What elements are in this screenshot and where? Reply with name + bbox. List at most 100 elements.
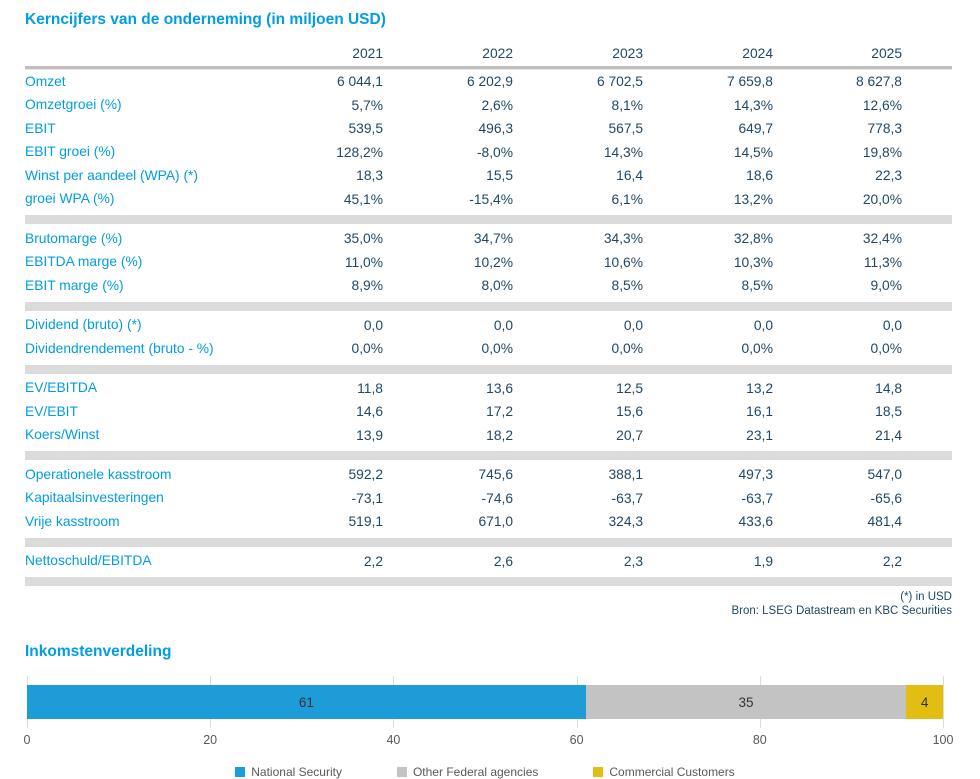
cell-value: 2,2 bbox=[882, 553, 902, 569]
cell-value: 433,6 bbox=[738, 514, 773, 530]
row-label: EBITDA marge (%) bbox=[25, 254, 143, 270]
table-row: Kapitaalsinvesteringen -73,1 -74,6 -63,7 -63… bbox=[25, 487, 952, 511]
table-row: Koers/Winst 13,9 18,2 20,7 23,1 21,4 bbox=[25, 424, 952, 448]
year-header: 2021 bbox=[352, 45, 383, 61]
axis-tick-label: 0 bbox=[23, 733, 31, 747]
cell-value: 8,9% bbox=[351, 278, 383, 294]
cell-value: 649,7 bbox=[738, 121, 773, 137]
segment-label: 4 bbox=[920, 694, 929, 710]
cell-value: 0,0 bbox=[363, 317, 383, 333]
bar-segment: 4 bbox=[906, 685, 943, 719]
cell-value: 8,5% bbox=[611, 278, 643, 294]
section-separator bbox=[25, 577, 952, 586]
cell-value: 10,2% bbox=[473, 254, 513, 270]
row-label: EV/EBITDA bbox=[25, 380, 98, 396]
cell-value: 12,6% bbox=[862, 97, 902, 113]
cell-value: 592,2 bbox=[348, 467, 383, 483]
table-row: EV/EBIT 14,6 17,2 15,6 16,1 18,5 bbox=[25, 400, 952, 424]
stacked-bar: 61 35 4 bbox=[27, 685, 943, 719]
year-header: 2022 bbox=[482, 45, 513, 61]
table-row: EBIT 539,5 496,3 567,5 649,7 778,3 bbox=[25, 117, 952, 141]
cell-value: 14,3% bbox=[603, 144, 643, 160]
row-label: Kapitaalsinvesteringen bbox=[25, 490, 164, 506]
table-row: Dividend (bruto) (*) 0,0 0,0 0,0 0,0 0,0 bbox=[25, 314, 952, 338]
cell-value: 18,6 bbox=[746, 168, 773, 184]
legend-marker-icon bbox=[235, 767, 246, 777]
cell-value: 14,5% bbox=[733, 144, 773, 160]
cell-value: 21,4 bbox=[875, 427, 902, 443]
cell-value: 2,6 bbox=[493, 553, 513, 569]
row-label: Operationele kasstroom bbox=[25, 466, 172, 482]
table-footnotes: (*) in USD Bron: LSEG Datastream en KBC … bbox=[25, 591, 952, 618]
table-row: groei WPA (%) 45,1% -15,4% 6,1% 13,2% 20,0% bbox=[25, 188, 952, 212]
income-distribution-chart: Inkomstenverdeling 61 35 4 0 20 40 60 80 100 Na… bbox=[23, 642, 980, 779]
cell-value: 20,0% bbox=[862, 191, 902, 207]
cell-value: 5,7% bbox=[351, 97, 383, 113]
table-row: Operationele kasstroom 592,2 745,6 388,1 497… bbox=[25, 463, 952, 487]
cell-value: 547,0 bbox=[867, 467, 902, 483]
cell-value: 745,6 bbox=[478, 467, 513, 483]
section-separator bbox=[25, 364, 952, 374]
cell-value: 13,6 bbox=[486, 380, 513, 396]
table-row: Brutomarge (%) 35,0% 34,7% 34,3% 32,8% 32,4% bbox=[25, 227, 952, 251]
cell-value: 0,0 bbox=[493, 317, 513, 333]
cell-value: 6,1% bbox=[611, 191, 643, 207]
header-rule bbox=[25, 66, 952, 70]
row-label: Vrije kasstroom bbox=[25, 513, 120, 529]
section-separator bbox=[25, 537, 952, 547]
cell-value: 0,0% bbox=[351, 341, 383, 357]
year-header: 2023 bbox=[612, 45, 643, 61]
bar-segment: 35 bbox=[585, 685, 907, 719]
cell-value: 567,5 bbox=[608, 121, 643, 137]
cell-value: 7 659,8 bbox=[726, 74, 773, 90]
cell-value: 0,0% bbox=[741, 341, 773, 357]
row-label: Dividendrendement (bruto - %) bbox=[25, 340, 214, 356]
cell-value: 6 044,1 bbox=[336, 74, 383, 90]
cell-value: 13,2 bbox=[746, 380, 773, 396]
chart-title: Inkomstenverdeling bbox=[25, 643, 172, 660]
cell-value: 15,6 bbox=[616, 404, 643, 420]
cell-value: 0,0% bbox=[611, 341, 643, 357]
cell-value: 9,0% bbox=[870, 278, 902, 294]
cell-value: 11,0% bbox=[344, 254, 383, 270]
cell-value: 18,2 bbox=[486, 427, 513, 443]
cell-value: 388,1 bbox=[608, 467, 643, 483]
key-figures-table: 2021 2022 2023 2024 2025 Omzet 6 044,1 6 202,9 6… bbox=[25, 42, 952, 586]
cell-value: 34,7% bbox=[473, 231, 513, 247]
table-row: EBITDA marge (%) 11,0% 10,2% 10,6% 10,3% 11,3… bbox=[25, 251, 952, 275]
segment-label: 35 bbox=[738, 694, 754, 710]
row-label: Winst per aandeel (WPA) (*) bbox=[25, 167, 199, 183]
table-row: Omzet 6 044,1 6 202,9 6 702,5 7 659,8 8 627,8 bbox=[25, 70, 952, 94]
row-label: Omzet bbox=[25, 73, 66, 89]
section-separator bbox=[25, 215, 952, 224]
cell-value: 0,0 bbox=[753, 317, 773, 333]
cell-value: 778,3 bbox=[867, 121, 902, 137]
year-header: 2025 bbox=[871, 45, 902, 61]
legend-marker-icon bbox=[593, 767, 604, 777]
legend-item: Commercial Customers bbox=[593, 765, 735, 779]
row-label: EV/EBIT bbox=[25, 403, 78, 419]
cell-value: 324,3 bbox=[608, 514, 643, 530]
cell-value: 496,3 bbox=[478, 121, 513, 137]
row-label: groei WPA (%) bbox=[25, 191, 115, 207]
year-header: 2024 bbox=[742, 45, 773, 61]
cell-value: 11,3% bbox=[863, 254, 902, 270]
cell-value: 17,2 bbox=[486, 404, 513, 420]
cell-value: -8,0% bbox=[476, 144, 513, 160]
cell-value: 8,1% bbox=[611, 97, 643, 113]
cell-value: 16,4 bbox=[616, 168, 643, 184]
legend-item: National Security bbox=[235, 765, 342, 779]
axis-tick-label: 100 bbox=[932, 733, 954, 747]
cell-value: 6 202,9 bbox=[466, 74, 513, 90]
cell-value: 0,0% bbox=[870, 341, 902, 357]
cell-value: -15,4% bbox=[469, 191, 513, 207]
cell-value: 14,8 bbox=[875, 380, 902, 396]
cell-value: 10,6% bbox=[603, 254, 643, 270]
row-label: Koers/Winst bbox=[25, 427, 100, 443]
cell-value: 539,5 bbox=[348, 121, 383, 137]
cell-value: 2,3 bbox=[623, 553, 643, 569]
cell-value: 671,0 bbox=[478, 514, 513, 530]
bar-segment: 61 bbox=[27, 685, 586, 719]
table-row: EBIT groei (%) 128,2% -8,0% 14,3% 14,5% 19,8% bbox=[25, 141, 952, 165]
cell-value: 8,0% bbox=[481, 278, 513, 294]
